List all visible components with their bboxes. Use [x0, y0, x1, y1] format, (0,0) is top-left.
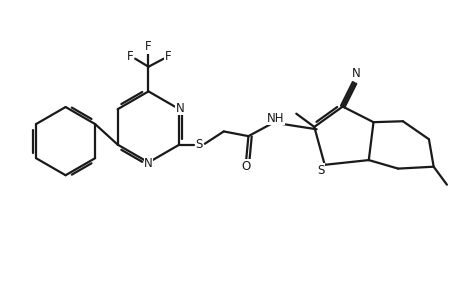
- Text: NH: NH: [266, 112, 284, 125]
- Text: F: F: [127, 50, 134, 63]
- Text: F: F: [165, 50, 171, 63]
- Text: O: O: [241, 160, 250, 172]
- Text: N: N: [144, 157, 152, 170]
- Text: N: N: [176, 102, 184, 115]
- Text: S: S: [195, 138, 202, 151]
- Text: S: S: [317, 164, 324, 177]
- Text: N: N: [351, 67, 360, 80]
- Text: F: F: [145, 40, 151, 53]
